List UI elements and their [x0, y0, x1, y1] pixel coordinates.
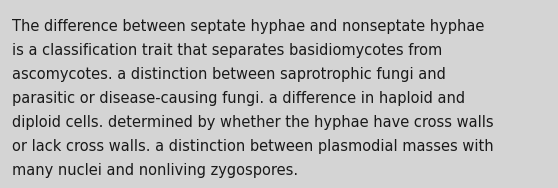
- Text: many nuclei and nonliving zygospores.: many nuclei and nonliving zygospores.: [12, 163, 299, 178]
- Text: diploid cells. determined by whether the hyphae have cross walls: diploid cells. determined by whether the…: [12, 115, 494, 130]
- Text: ascomycotes. a distinction between saprotrophic fungi and: ascomycotes. a distinction between sapro…: [12, 67, 446, 82]
- Text: parasitic or disease-causing fungi. a difference in haploid and: parasitic or disease-causing fungi. a di…: [12, 91, 465, 106]
- Text: is a classification trait that separates basidiomycotes from: is a classification trait that separates…: [12, 43, 442, 58]
- Text: The difference between septate hyphae and nonseptate hyphae: The difference between septate hyphae an…: [12, 19, 485, 34]
- Text: or lack cross walls. a distinction between plasmodial masses with: or lack cross walls. a distinction betwe…: [12, 139, 494, 154]
